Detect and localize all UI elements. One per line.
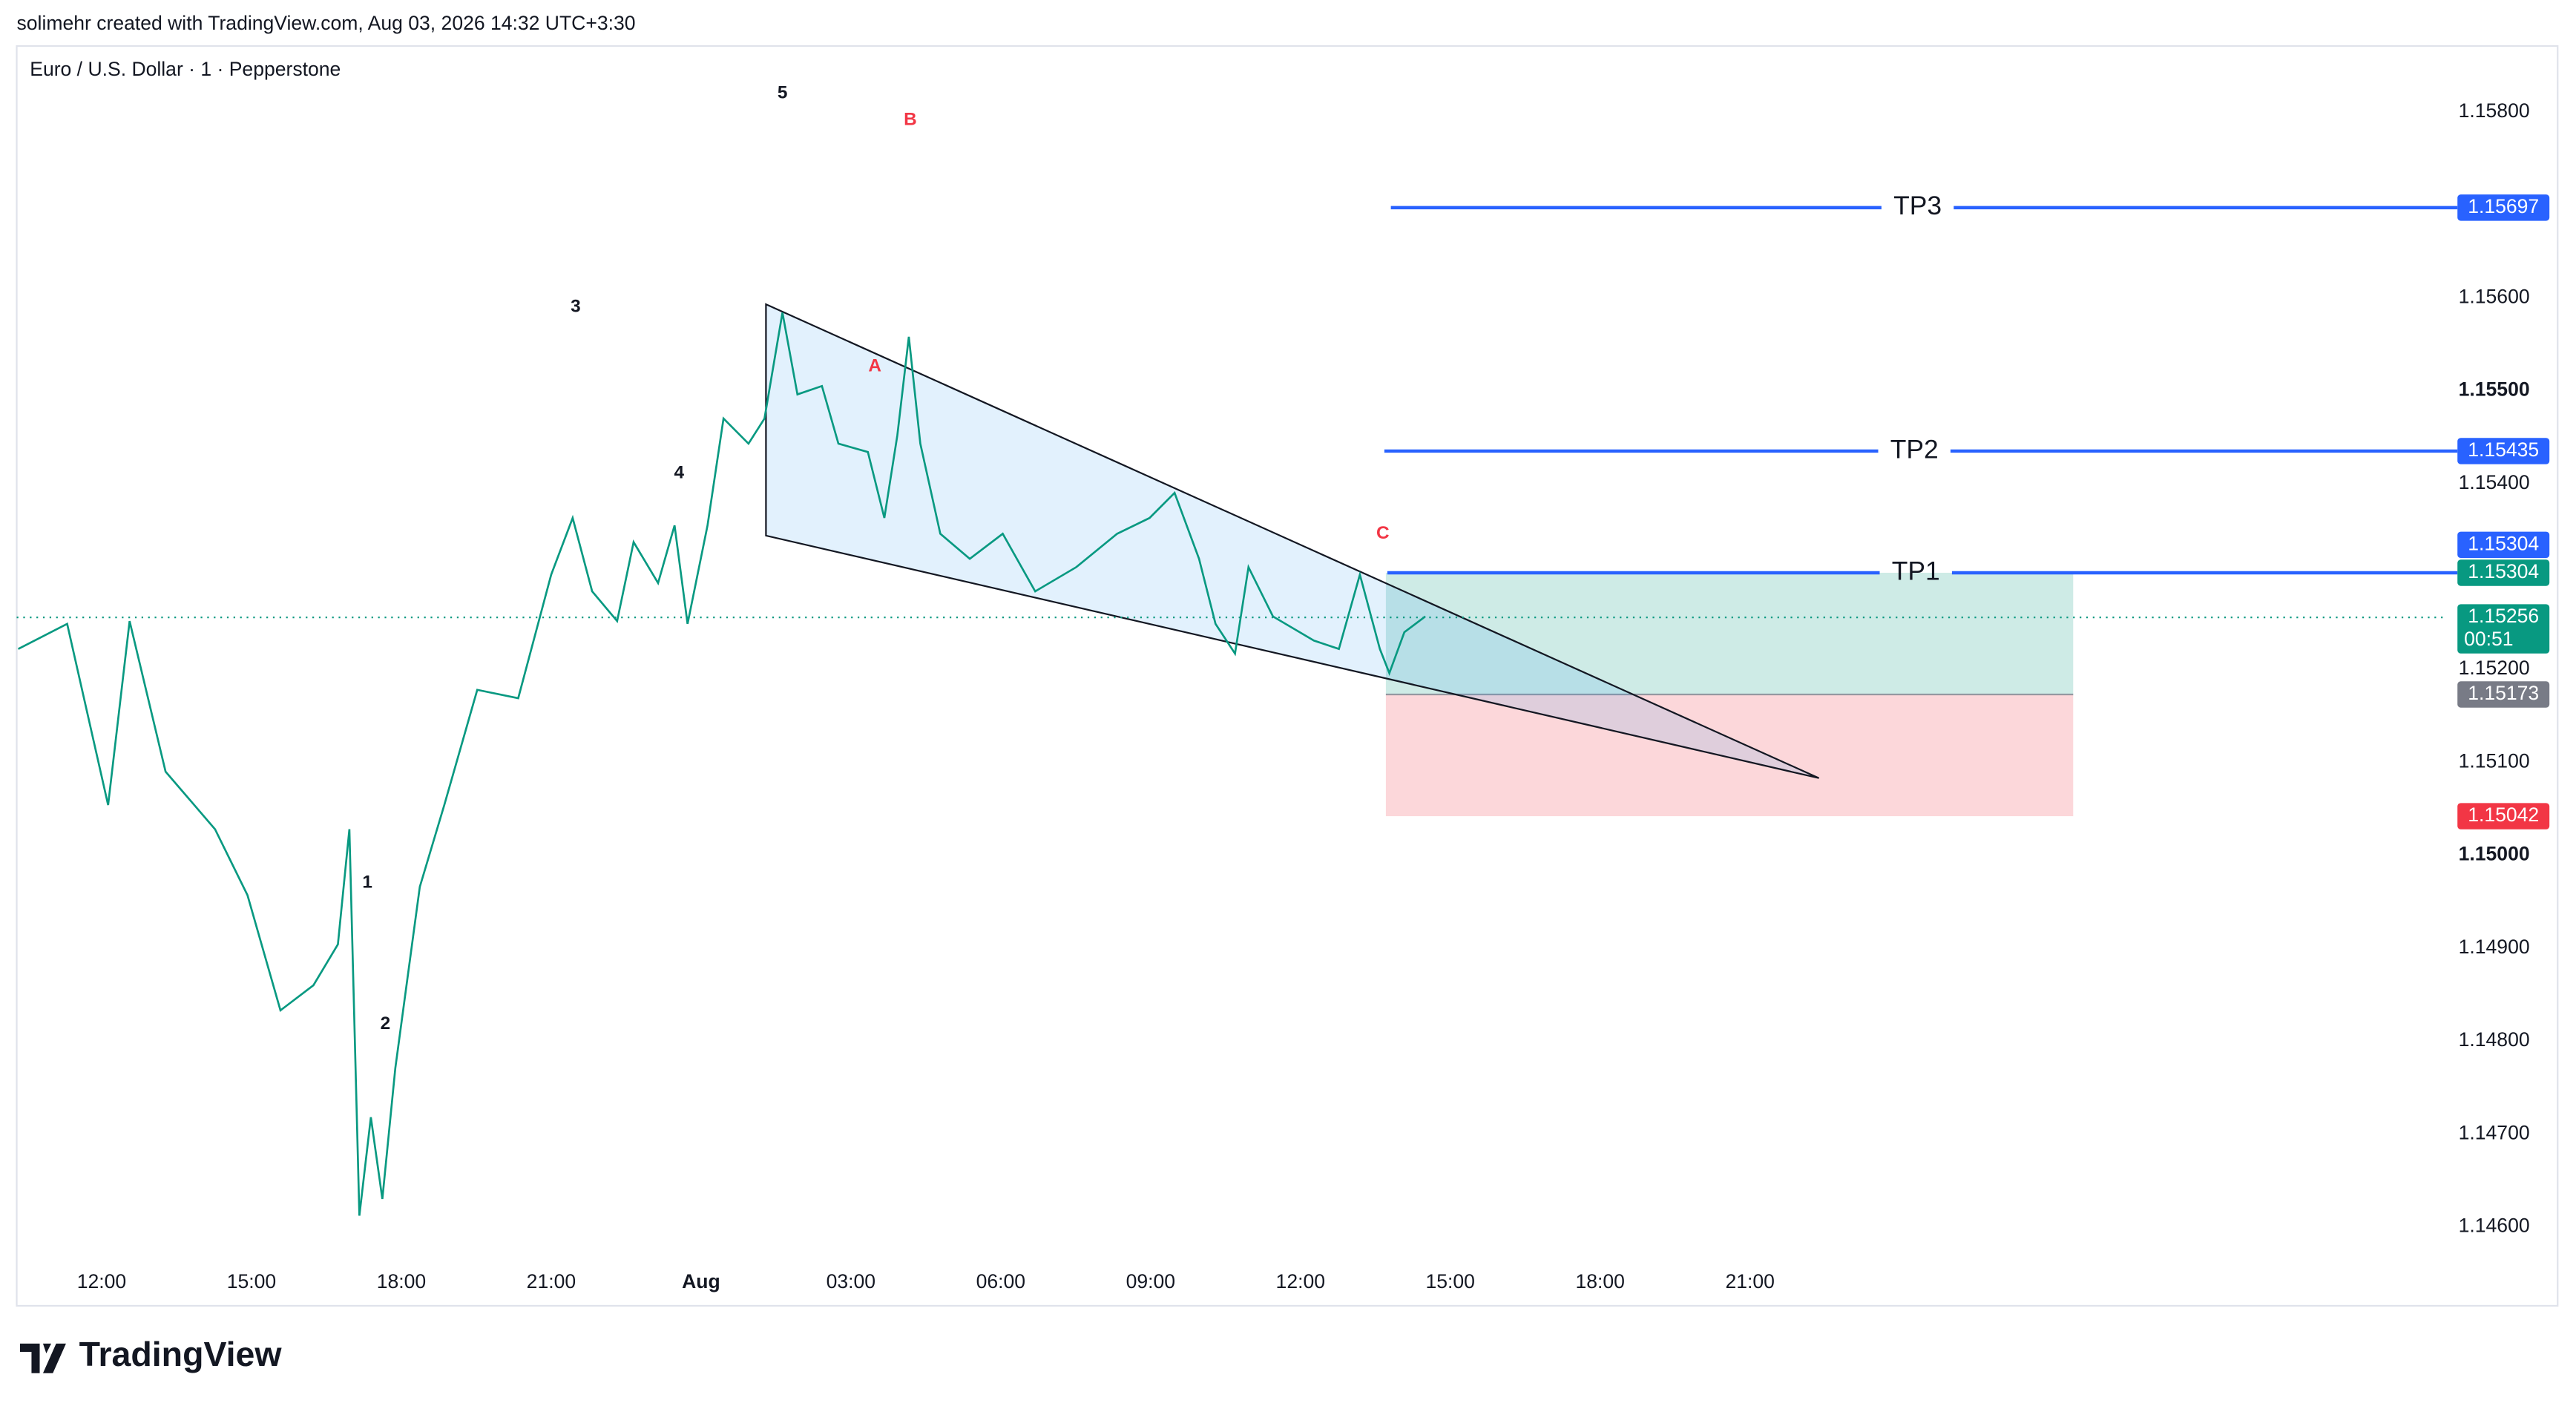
x-tick-label: 21:00: [1725, 1270, 1774, 1292]
price-badge: [2457, 438, 2550, 464]
caption: solimehr created with TradingView.com, A…: [17, 12, 636, 34]
x-tick-label: 18:00: [377, 1270, 426, 1292]
drawings: [16, 206, 2458, 817]
price-badge-label: 1.15304: [2468, 532, 2539, 554]
logo: TradingView: [19, 1335, 283, 1373]
x-tick-label: 15:00: [227, 1270, 276, 1292]
labels: 12:00 15:00 18:00 21:00 Aug 03:00 06:00 09:00 12…: [77, 82, 2550, 1292]
countdown-label: 00:51: [2464, 628, 2513, 650]
chart-frame: [16, 45, 2559, 1307]
wave-label: 4: [674, 462, 684, 482]
x-tick-label: 06:00: [976, 1270, 1025, 1292]
wave-label: C: [1376, 523, 1390, 543]
profit-zone: [1385, 572, 2074, 695]
price-badge-label: 1.15304: [2468, 560, 2539, 582]
price-badge: [2457, 559, 2550, 586]
x-tick-label: 21:00: [527, 1270, 576, 1292]
series: [17, 312, 1426, 1216]
target-label: TP3: [1893, 191, 1942, 220]
x-tick-label: Aug: [682, 1270, 720, 1292]
target-label: TP1: [1892, 556, 1940, 585]
price-badge-label: 1.15697: [2468, 195, 2539, 217]
price-badge: [2457, 604, 2550, 654]
x-tick-label: 03:00: [827, 1270, 875, 1292]
target-label: TP2: [1890, 434, 1939, 464]
y-tick-label: 1.15100: [2459, 749, 2530, 772]
x-tick-label: 18:00: [1576, 1270, 1625, 1292]
y-tick-label: 1.15200: [2459, 657, 2530, 679]
wave-label: 1: [362, 873, 372, 893]
y-tick-label: 1.14700: [2459, 1121, 2530, 1143]
price-badge: [2457, 681, 2550, 708]
price-badge-label: 1.15173: [2468, 682, 2539, 704]
x-tick-label: 09:00: [1126, 1270, 1175, 1292]
y-tick-label: 1.15400: [2459, 471, 2530, 493]
x-tick-label: 15:00: [1426, 1270, 1475, 1292]
logo-text: TradingView: [79, 1335, 283, 1373]
price-badge: [2457, 803, 2550, 830]
x-tick-label: 12:00: [1276, 1270, 1325, 1292]
y-tick-label: 1.14900: [2459, 936, 2530, 958]
logo-icon: [19, 1343, 66, 1373]
y-tick-label: 1.15500: [2459, 378, 2530, 401]
wave-label: 2: [381, 1014, 391, 1034]
wave-label: A: [868, 355, 881, 375]
x-tick-label: 12:00: [77, 1270, 126, 1292]
y-tick-label: 1.14800: [2459, 1028, 2530, 1051]
wave-label: B: [904, 110, 917, 130]
price-badge: [2457, 531, 2550, 559]
stop-zone: [1385, 694, 2074, 817]
y-tick-label: 1.15600: [2459, 285, 2530, 307]
price-line: [17, 312, 1426, 1216]
wave-label: 5: [778, 82, 788, 102]
wedge: [765, 303, 1820, 779]
y-tick-label: 1.15000: [2459, 843, 2530, 865]
price-badge-label: 1.15256: [2468, 605, 2539, 627]
wave-label: 3: [571, 296, 581, 316]
y-tick-label: 1.14600: [2459, 1215, 2530, 1237]
y-tick-label: 1.15800: [2459, 99, 2530, 122]
symbol-title: Euro / U.S. Dollar · 1 · Pepperstone: [30, 58, 341, 80]
price-badge: [2457, 194, 2550, 221]
price-badge-label: 1.15435: [2468, 438, 2539, 461]
price-badge-label: 1.15042: [2468, 804, 2539, 826]
